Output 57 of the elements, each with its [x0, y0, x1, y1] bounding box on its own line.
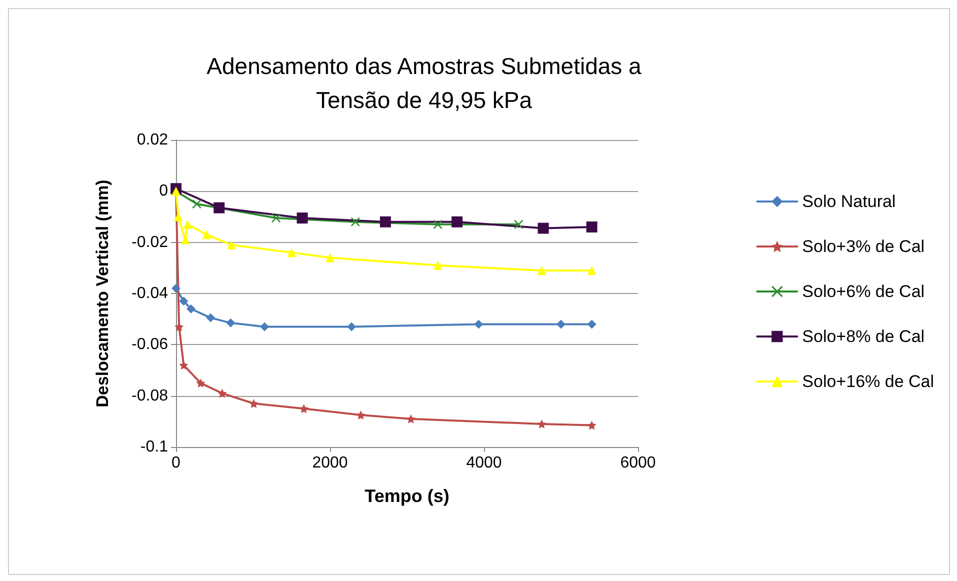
x-tick-label: 2000 [312, 454, 348, 472]
point [586, 221, 598, 232]
point [179, 296, 188, 306]
point [587, 420, 596, 430]
legend-label: Solo+8% de Cal [802, 327, 925, 346]
point [226, 240, 236, 250]
point [186, 304, 196, 314]
point [514, 220, 524, 229]
y-tick-label: 0 [159, 182, 168, 200]
point [347, 322, 356, 332]
point [214, 202, 225, 214]
x-tick-label: 4000 [466, 454, 502, 472]
legend-label: Solo+6% de Cal [802, 282, 925, 301]
point [433, 220, 442, 229]
y-tick-label: -0.08 [132, 387, 168, 404]
point [474, 320, 484, 329]
point [192, 199, 202, 208]
point [406, 414, 416, 424]
point [350, 217, 360, 226]
point [196, 378, 206, 388]
point [179, 360, 188, 370]
point [299, 404, 308, 414]
point [249, 399, 258, 408]
point [537, 419, 546, 428]
point [587, 266, 596, 275]
point [556, 320, 566, 329]
y-tick-label: 0.02 [136, 132, 168, 148]
point [218, 388, 227, 398]
point [272, 214, 281, 223]
point [452, 216, 463, 228]
point [537, 266, 546, 275]
y-tick-label: -0.04 [132, 285, 168, 302]
y-tick-label: -0.02 [132, 234, 168, 251]
point [226, 318, 236, 328]
y-tick-label: -0.1 [140, 438, 168, 456]
x-axis-title: Tempo (s) [364, 486, 450, 506]
point [287, 248, 296, 258]
legend-label: Solo Natural [802, 192, 896, 211]
point [587, 320, 596, 329]
point [380, 216, 391, 228]
point [538, 222, 549, 234]
legend-label: Solo+16% de Cal [802, 372, 934, 391]
point [202, 230, 212, 240]
point [172, 284, 180, 293]
y-axis-title: Deslocamento Vertical (mm) [93, 180, 112, 408]
point [356, 410, 366, 420]
point [326, 253, 334, 262]
chart-title: Adensamento das Amostras Submetidas a Tensão de 49,95 kPa [206, 53, 642, 113]
point [260, 322, 270, 332]
point [433, 260, 442, 270]
x-tick-label: 0 [172, 454, 181, 472]
point [206, 313, 216, 322]
point [296, 212, 308, 224]
point [183, 220, 192, 229]
y-tick-label: -0.06 [132, 336, 168, 354]
legend-label: Solo+3% de Cal [802, 237, 925, 256]
x-tick-label: 6000 [620, 454, 656, 472]
